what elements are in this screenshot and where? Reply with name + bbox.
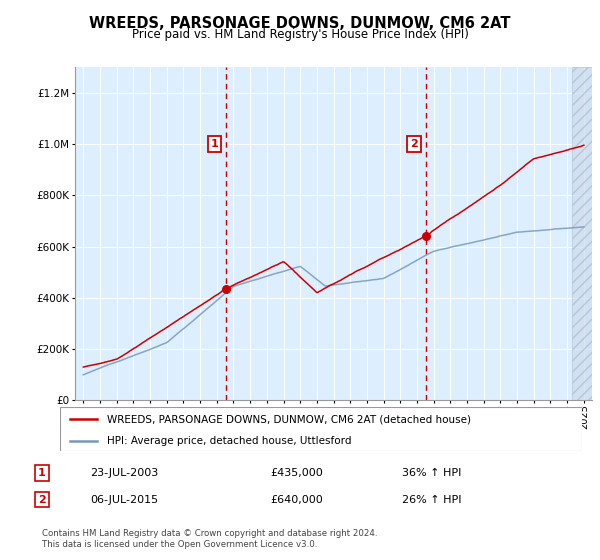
Text: WREEDS, PARSONAGE DOWNS, DUNMOW, CM6 2AT (detached house): WREEDS, PARSONAGE DOWNS, DUNMOW, CM6 2AT… bbox=[107, 414, 471, 424]
Text: £435,000: £435,000 bbox=[270, 468, 323, 478]
Text: 36% ↑ HPI: 36% ↑ HPI bbox=[402, 468, 461, 478]
Text: 2: 2 bbox=[38, 494, 46, 505]
Text: WREEDS, PARSONAGE DOWNS, DUNMOW, CM6 2AT: WREEDS, PARSONAGE DOWNS, DUNMOW, CM6 2AT bbox=[89, 16, 511, 31]
FancyBboxPatch shape bbox=[60, 407, 582, 451]
Text: 06-JUL-2015: 06-JUL-2015 bbox=[90, 494, 158, 505]
Text: Contains HM Land Registry data © Crown copyright and database right 2024.
This d: Contains HM Land Registry data © Crown c… bbox=[42, 529, 377, 549]
Bar bbox=[572, 67, 592, 400]
Text: HPI: Average price, detached house, Uttlesford: HPI: Average price, detached house, Uttl… bbox=[107, 436, 352, 446]
Text: 26% ↑ HPI: 26% ↑ HPI bbox=[402, 494, 461, 505]
Text: 1: 1 bbox=[211, 139, 218, 149]
Text: £640,000: £640,000 bbox=[270, 494, 323, 505]
Text: 1: 1 bbox=[38, 468, 46, 478]
Bar bbox=[572, 67, 592, 400]
Text: 2: 2 bbox=[410, 139, 418, 149]
Text: 23-JUL-2003: 23-JUL-2003 bbox=[90, 468, 158, 478]
Text: Price paid vs. HM Land Registry's House Price Index (HPI): Price paid vs. HM Land Registry's House … bbox=[131, 28, 469, 41]
